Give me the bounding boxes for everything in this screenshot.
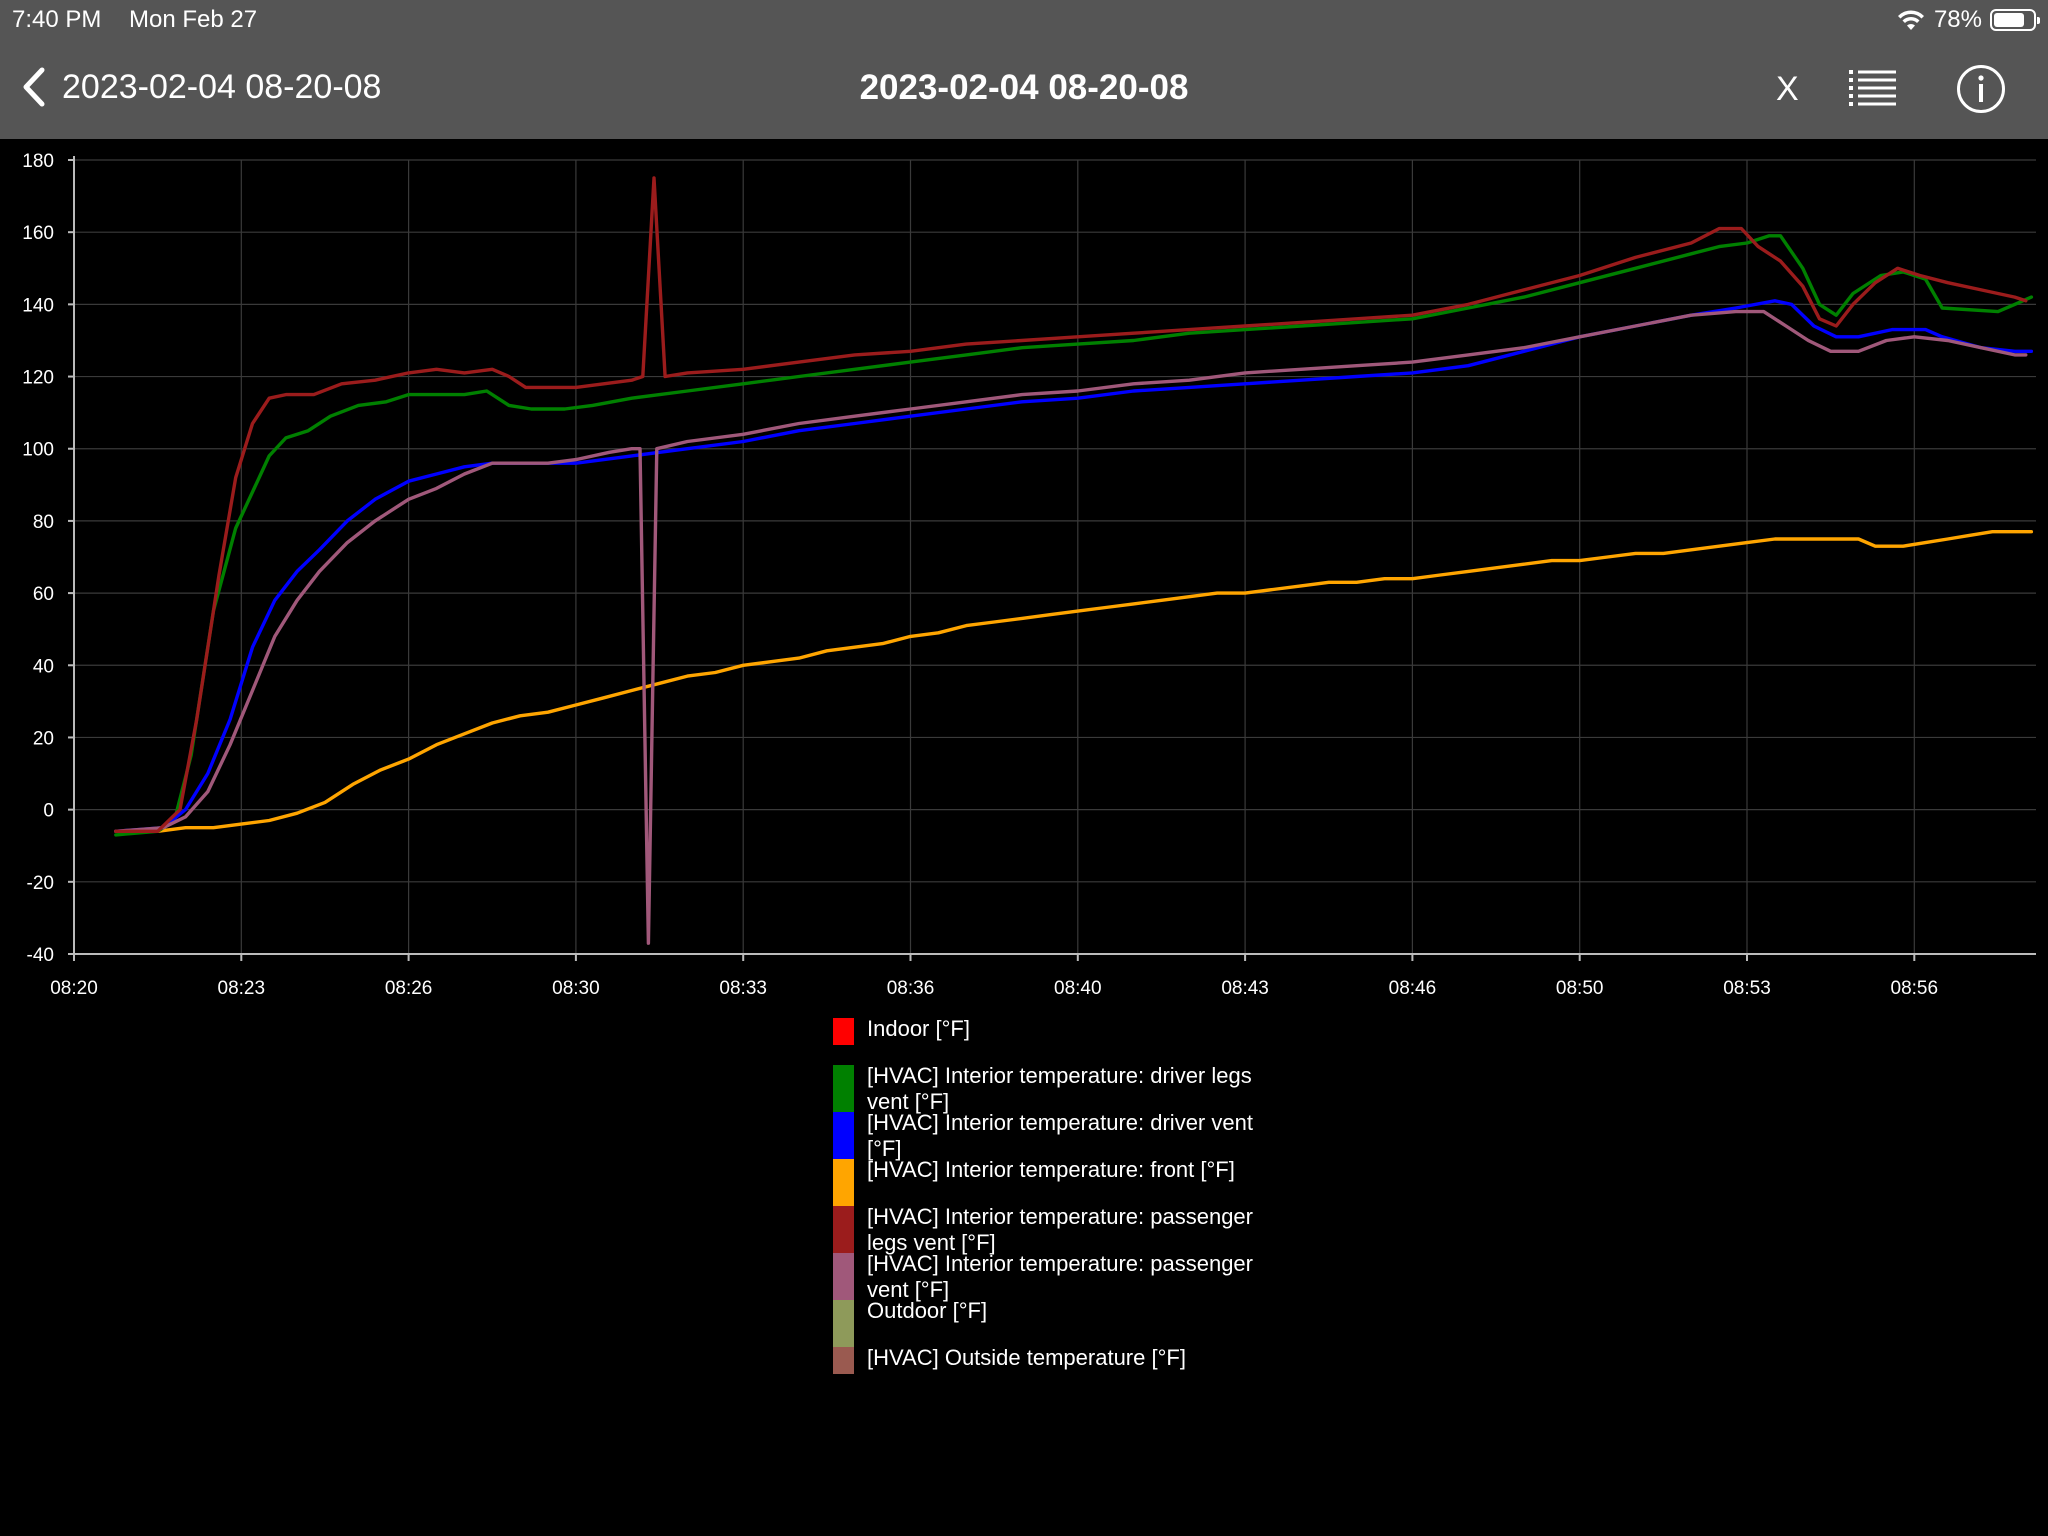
- y-tick-label: 120: [22, 368, 54, 389]
- x-tick-label: 08:50: [1556, 978, 1604, 999]
- legend-swatch: [833, 1347, 854, 1374]
- x-tick-label: 08:36: [887, 978, 935, 999]
- legend-swatch: [833, 1065, 854, 1112]
- nav-bar: 2023-02-04 08-20-08 2023-02-04 08-20-08 …: [0, 40, 2048, 139]
- legend-swatch: [833, 1253, 854, 1300]
- series-line-hvac-interior-temperature-front-f: [114, 530, 2034, 833]
- y-tick-label: 0: [43, 801, 54, 822]
- legend-label: [HVAC] Interior temperature: front [°F]: [867, 1157, 1235, 1182]
- x-tick-label: 08:20: [50, 978, 98, 999]
- legend-swatch: [833, 1300, 854, 1347]
- x-tick-label: 08:43: [1221, 978, 1269, 999]
- series-line-hvac-interior-temperature-passenger-vent-f: [114, 309, 2028, 945]
- battery-icon: [1990, 9, 2040, 31]
- status-bar: 7:40 PM Mon Feb 27 78%: [0, 0, 2048, 40]
- y-tick-label: 80: [33, 512, 54, 533]
- legend-swatch: [833, 1112, 854, 1159]
- close-button[interactable]: X: [1776, 70, 1799, 108]
- legend-swatch: [833, 1018, 854, 1045]
- status-time: 7:40 PM: [12, 6, 102, 33]
- battery-fill: [1994, 13, 2024, 27]
- wifi-icon: [1897, 10, 1924, 30]
- legend-swatch: [833, 1206, 854, 1253]
- x-tick-label: 08:53: [1723, 978, 1771, 999]
- series-line-hvac-interior-temperature-passenger-legs-vent-f: [114, 176, 2028, 833]
- status-right: 78%: [1896, 6, 2040, 34]
- chevron-left-icon: [23, 67, 45, 107]
- y-tick-label: 20: [33, 728, 54, 749]
- y-tick-label: 60: [33, 584, 54, 605]
- top-bar: 7:40 PM Mon Feb 27 78% 2023-02-04 08-20-…: [0, 0, 2048, 139]
- legend-label: [HVAC] Outside temperature [°F]: [867, 1345, 1186, 1370]
- legend-label: [HVAC] Interior temperature: driver legs…: [867, 1063, 1252, 1114]
- legend-label: [HVAC] Interior temperature: passenger v…: [867, 1251, 1253, 1302]
- list-icon[interactable]: [1848, 68, 1898, 108]
- y-tick-label: -20: [27, 873, 54, 894]
- info-icon[interactable]: [1956, 64, 2006, 114]
- x-tick-label: 08:56: [1891, 978, 1939, 999]
- y-tick-label: 140: [22, 295, 54, 316]
- battery-percent: 78%: [1933, 6, 1982, 33]
- x-tick-label: 08:33: [719, 978, 767, 999]
- series-line-hvac-interior-temperature-driver-legs-vent-f: [114, 234, 2034, 837]
- y-tick-label: 40: [33, 656, 54, 677]
- y-tick-label: 180: [22, 151, 54, 172]
- x-tick-label: 08:40: [1054, 978, 1102, 999]
- series-line-hvac-interior-temperature-driver-vent-f: [114, 299, 2034, 833]
- back-button[interactable]: 2023-02-04 08-20-08: [20, 66, 381, 108]
- legend-label: [HVAC] Interior temperature: passenger l…: [867, 1204, 1253, 1255]
- legend-swatch: [833, 1159, 854, 1206]
- y-tick-label: -40: [27, 945, 54, 966]
- x-tick-label: 08:23: [218, 978, 266, 999]
- back-label: 2023-02-04 08-20-08: [62, 67, 382, 106]
- y-tick-label: 160: [22, 223, 54, 244]
- x-tick-label: 08:26: [385, 978, 433, 999]
- y-tick-label: 100: [22, 440, 54, 461]
- x-tick-label: 08:30: [552, 978, 600, 999]
- legend-label: Indoor [°F]: [867, 1016, 970, 1041]
- legend-label: [HVAC] Interior temperature: driver vent…: [867, 1110, 1253, 1161]
- legend-label: Outdoor [°F]: [867, 1298, 988, 1323]
- status-date: Mon Feb 27: [129, 6, 258, 33]
- line-chart: 180 160 140 120 100 80 60 40 20 0 -20 -40 08:20 08:23…: [22, 151, 2036, 999]
- x-tick-label: 08:46: [1389, 978, 1437, 999]
